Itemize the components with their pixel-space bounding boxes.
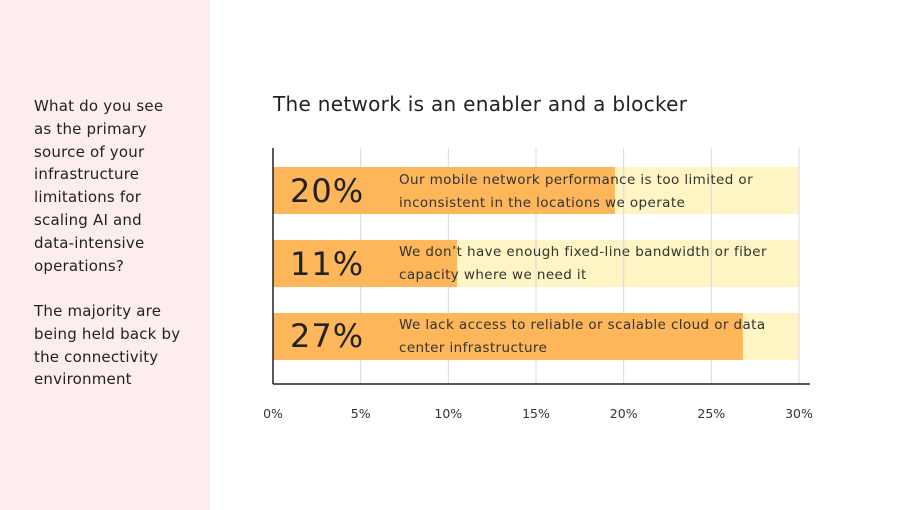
key-finding: The majority are being held back by the … <box>34 302 181 389</box>
value-label-2: 27% <box>290 317 365 355</box>
value-label-0: 20% <box>290 172 365 210</box>
category-label-1: We don’t have enough fixed-line bandwidt… <box>399 244 767 283</box>
tick-label-1: 5% <box>350 406 371 421</box>
bar-2 <box>273 313 743 360</box>
tick-label-0: 0% <box>263 406 283 421</box>
tick-label-2: 10% <box>434 406 463 421</box>
tick-label-6: 30% <box>785 406 813 421</box>
tick-label-4: 20% <box>609 406 638 421</box>
tick-label-5: 25% <box>697 406 726 421</box>
survey-question: What do you see as the primary source of… <box>34 97 164 275</box>
bar-0 <box>273 167 615 214</box>
sidebar-panel: What do you see as the primary source of… <box>0 0 210 510</box>
category-label-0: Our mobile network performance is too li… <box>399 172 754 211</box>
category-label-2: We lack access to reliable or scalable c… <box>399 317 766 356</box>
chart-title: The network is an enabler and a blocker <box>273 92 688 116</box>
value-label-1: 11% <box>290 245 365 283</box>
bar-1 <box>273 240 458 287</box>
tick-label-3: 15% <box>522 406 550 421</box>
